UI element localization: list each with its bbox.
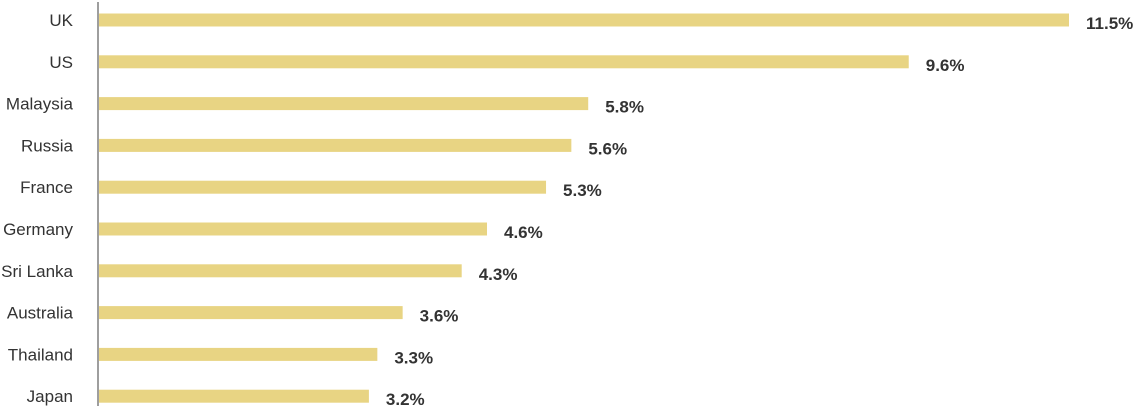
bar-france — [99, 180, 547, 194]
value-label-germany: 4.6% — [504, 223, 543, 242]
value-label-russia: 5.6% — [588, 139, 627, 158]
bar-germany — [99, 222, 487, 236]
labels-layer: UK 11.5% US 9.6% Malaysia 5.8% Russia 5.6% Franc… — [1, 11, 1133, 408]
category-label-thailand: Thailand — [8, 345, 73, 364]
category-label-france: France — [20, 178, 73, 197]
category-label-japan: Japan — [27, 387, 73, 406]
bar-us — [99, 55, 909, 69]
bar-russia — [99, 138, 572, 152]
category-label-uk: UK — [49, 11, 73, 30]
bars-layer — [99, 13, 1069, 403]
bar-sri-lanka — [99, 264, 462, 278]
value-label-japan: 3.2% — [386, 390, 425, 408]
value-label-france: 5.3% — [563, 181, 602, 200]
value-label-uk: 11.5% — [1086, 14, 1133, 33]
category-label-russia: Russia — [21, 136, 74, 155]
bar-malaysia — [99, 97, 589, 111]
bar-thailand — [99, 347, 378, 361]
category-label-us: US — [49, 53, 73, 72]
category-label-sri-lanka: Sri Lanka — [1, 262, 73, 281]
bar-australia — [99, 306, 403, 320]
value-label-thailand: 3.3% — [394, 348, 433, 367]
value-label-australia: 3.6% — [420, 307, 459, 326]
value-label-us: 9.6% — [926, 56, 965, 75]
bar-japan — [99, 389, 369, 403]
value-label-sri-lanka: 4.3% — [479, 265, 518, 284]
category-label-malaysia: Malaysia — [6, 95, 74, 114]
value-label-malaysia: 5.8% — [605, 98, 644, 117]
category-label-australia: Australia — [7, 304, 74, 323]
category-label-germany: Germany — [3, 220, 73, 239]
bar-uk — [99, 13, 1069, 27]
